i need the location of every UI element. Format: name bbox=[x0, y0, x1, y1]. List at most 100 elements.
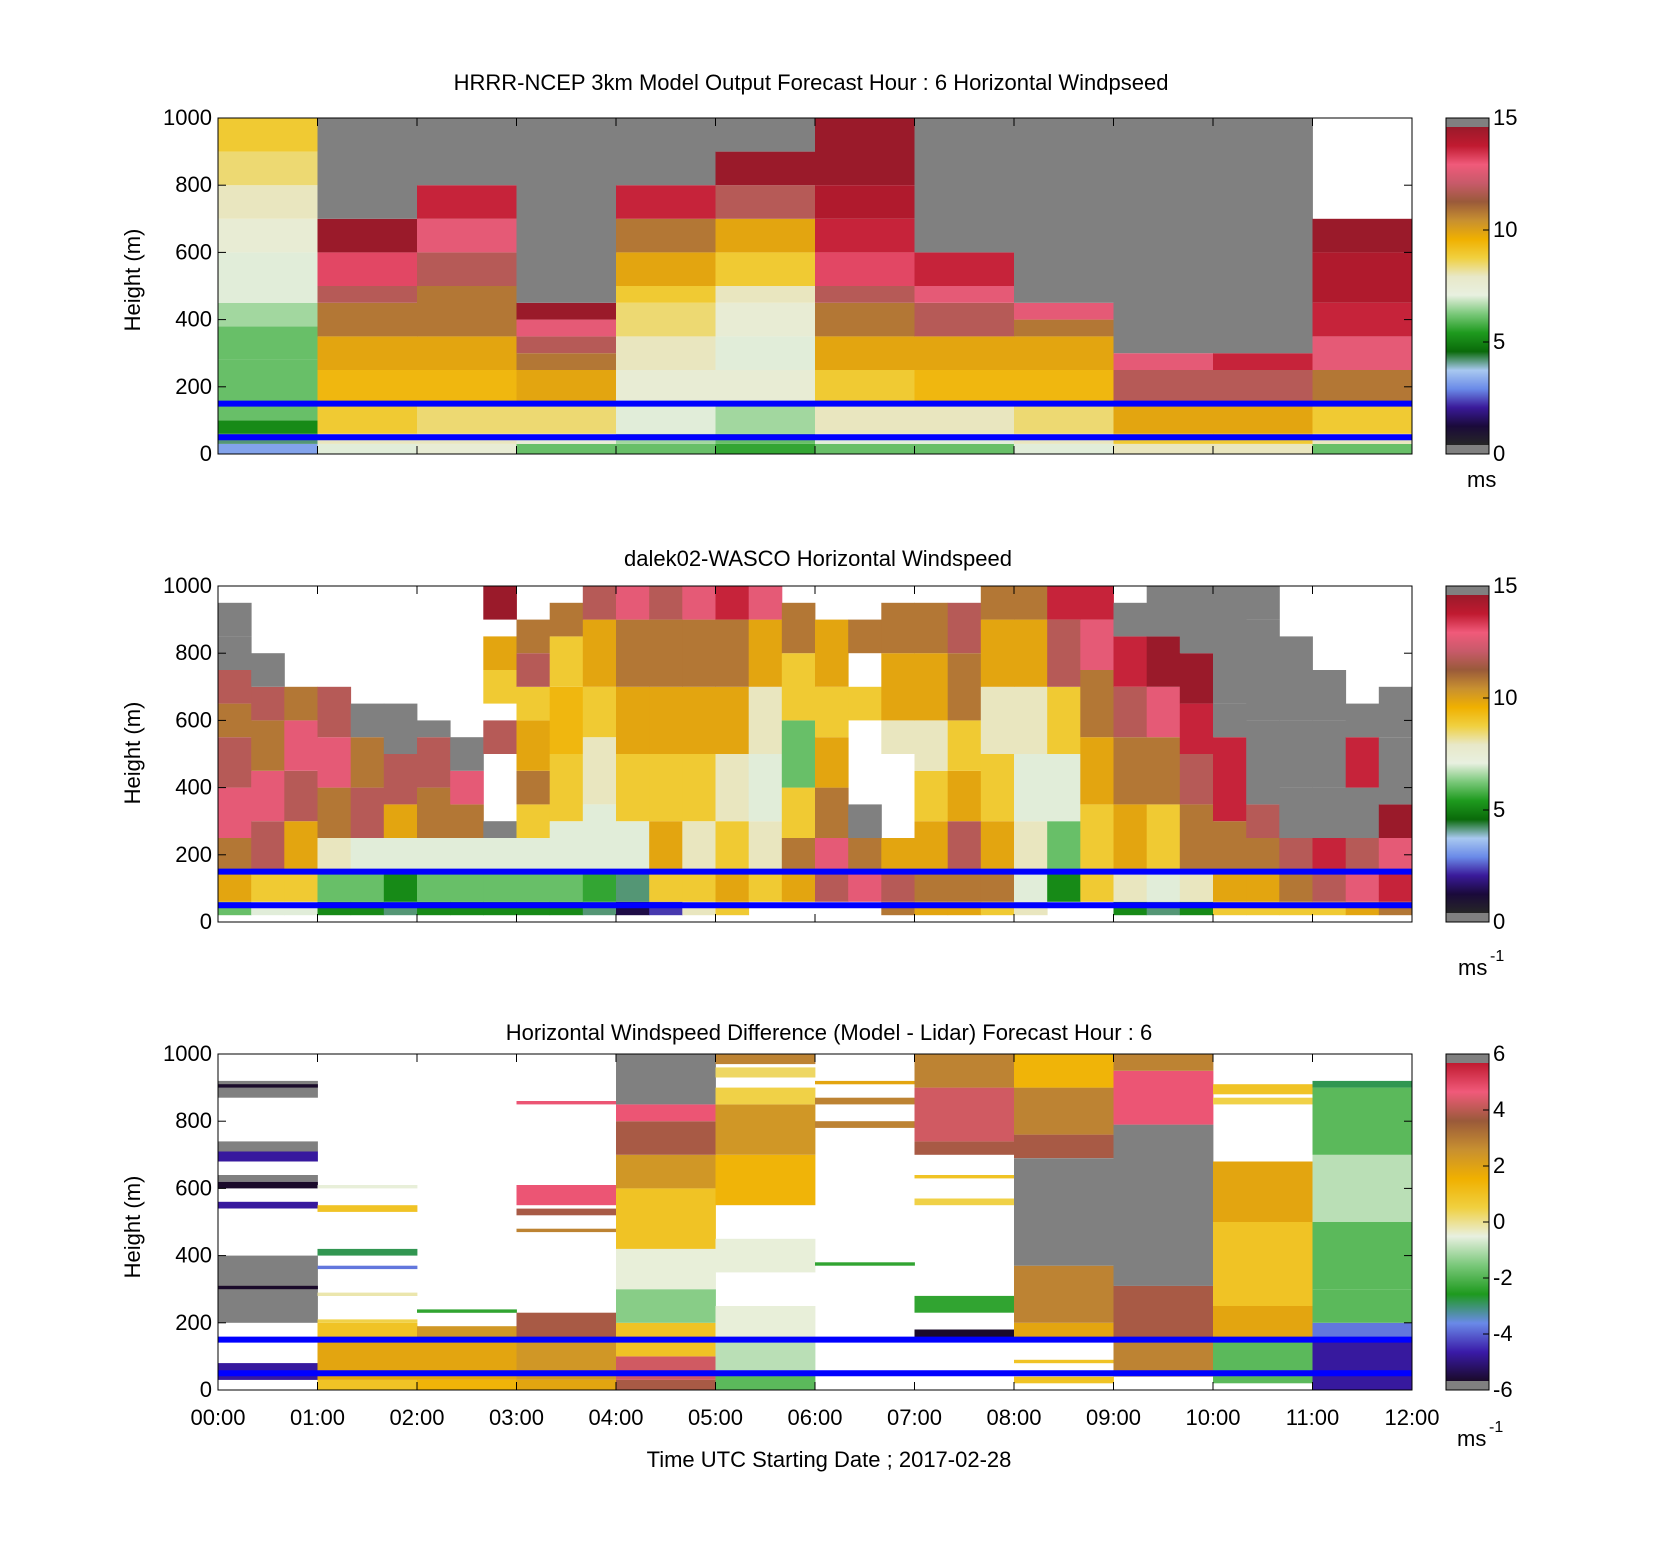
heatmap-cells bbox=[218, 586, 1413, 916]
heatmap-cell bbox=[516, 1185, 617, 1206]
heatmap-cell bbox=[815, 185, 915, 219]
heatmap-cell bbox=[914, 286, 1015, 303]
heatmap-cell bbox=[881, 871, 915, 902]
heatmap-cell bbox=[1080, 871, 1114, 902]
heatmap-cell bbox=[616, 302, 716, 337]
heatmap-cell bbox=[815, 787, 849, 838]
panel-model: HRRR-NCEP 3km Model Output Forecast Hour… bbox=[120, 70, 1517, 492]
heatmap-cell bbox=[383, 871, 418, 902]
heatmap-cell bbox=[350, 737, 385, 788]
heatmap-cell bbox=[1014, 686, 1048, 754]
heatmap-cell bbox=[1113, 353, 1214, 370]
heatmap-cell bbox=[1279, 636, 1313, 721]
panel-model-colorbar-unit: ms bbox=[1467, 467, 1496, 492]
heatmap-cell bbox=[1113, 118, 1214, 354]
heatmap-cell bbox=[317, 787, 352, 838]
heatmap-cell bbox=[781, 653, 816, 721]
colorbar-tick-label: -6 bbox=[1493, 1377, 1513, 1402]
heatmap-cell bbox=[616, 286, 716, 303]
heatmap-cell bbox=[781, 602, 816, 654]
heatmap-cell bbox=[980, 619, 1015, 687]
heatmap-cell bbox=[715, 302, 816, 337]
heatmap-cell bbox=[947, 821, 982, 872]
heatmap-cell bbox=[748, 754, 783, 822]
heatmap-cell bbox=[815, 370, 915, 404]
panel-difference-colorbar: -6 -4 -2 0 2 4 6 bbox=[1445, 1041, 1513, 1402]
heatmap-cell bbox=[914, 252, 1015, 286]
heatmap-cell bbox=[815, 443, 915, 454]
heatmap-cell bbox=[251, 686, 285, 721]
heatmap-cell bbox=[350, 787, 385, 838]
heatmap-cell bbox=[582, 737, 617, 805]
heatmap-cell bbox=[815, 218, 915, 253]
heatmap-cell bbox=[317, 686, 352, 738]
colorbar-tick-label: 15 bbox=[1493, 105, 1517, 130]
heatmap-cell bbox=[815, 1097, 915, 1105]
panel-model-plot: 0 200 400 600 800 1000 bbox=[163, 105, 1413, 466]
heatmap-cell bbox=[1312, 787, 1347, 838]
heatmap-cell bbox=[1047, 821, 1081, 872]
heatmap-cell bbox=[616, 118, 716, 186]
heatmap-cell bbox=[483, 670, 517, 704]
heatmap-cell bbox=[1312, 218, 1413, 253]
panel-lidar-plot: 0 200 400 600 800 1000 bbox=[163, 573, 1413, 934]
heatmap-cell bbox=[715, 218, 816, 253]
heatmap-cell bbox=[947, 871, 982, 902]
heatmap-cell bbox=[417, 1309, 517, 1313]
heatmap-cell bbox=[218, 420, 318, 434]
heatmap-cell bbox=[649, 686, 683, 754]
heatmap-cell bbox=[251, 871, 285, 902]
heatmap-cell bbox=[715, 370, 816, 404]
heatmap-cell bbox=[1179, 703, 1214, 754]
heatmap-cell bbox=[317, 737, 352, 788]
colorbar-tick-label: 2 bbox=[1493, 1153, 1505, 1178]
heatmap-cell bbox=[715, 1373, 816, 1390]
heatmap-cell bbox=[715, 619, 750, 687]
heatmap-cell bbox=[914, 1198, 1015, 1206]
heatmap-cell bbox=[1080, 670, 1114, 738]
heatmap-cell bbox=[549, 871, 584, 902]
heatmap-cell bbox=[549, 821, 584, 872]
y-tick-label: 600 bbox=[175, 707, 212, 732]
colorbar-tick-label: 0 bbox=[1493, 1209, 1505, 1234]
heatmap-cell bbox=[218, 1181, 318, 1189]
heatmap-cell bbox=[1179, 754, 1214, 805]
heatmap-cell bbox=[218, 359, 318, 404]
heatmap-cell bbox=[516, 838, 551, 872]
heatmap-cell bbox=[1014, 403, 1114, 434]
heatmap-cell bbox=[616, 218, 716, 253]
x-axis-label: Time UTC Starting Date ; 2017-02-28 bbox=[647, 1447, 1012, 1472]
heatmap-cell bbox=[1378, 686, 1413, 738]
colorbar-border bbox=[1445, 585, 1490, 923]
x-tick-label: 06:00 bbox=[787, 1405, 842, 1430]
heatmap-cell bbox=[682, 754, 716, 822]
heatmap-cell bbox=[1047, 619, 1081, 687]
heatmap-cell bbox=[682, 821, 716, 872]
heatmap-cell bbox=[616, 686, 650, 754]
heatmap-cell bbox=[914, 302, 1015, 337]
heatmap-cell bbox=[582, 804, 617, 872]
heatmap-cell bbox=[914, 1295, 1015, 1313]
heatmap-cell bbox=[715, 871, 750, 902]
heatmap-cell bbox=[715, 118, 816, 152]
heatmap-cell bbox=[1014, 586, 1048, 620]
heatmap-cell bbox=[1113, 1285, 1214, 1340]
heatmap-cell bbox=[516, 1208, 617, 1216]
heatmap-cell bbox=[417, 185, 517, 219]
heatmap-cell bbox=[616, 1289, 716, 1323]
heatmap-cell bbox=[1213, 670, 1247, 704]
panel-difference-plot: 0 200 400 600 800 1000 bbox=[163, 1041, 1413, 1402]
heatmap-cell bbox=[1080, 586, 1114, 620]
heatmap-cell bbox=[1146, 737, 1181, 805]
heatmap-cell bbox=[516, 1228, 617, 1233]
colorbar-tick-label: 5 bbox=[1493, 797, 1505, 822]
heatmap-cell bbox=[616, 1054, 716, 1105]
heatmap-cell bbox=[1312, 1080, 1413, 1088]
heatmap-cell bbox=[1345, 838, 1380, 872]
heatmap-cell bbox=[516, 770, 551, 805]
heatmap-cell bbox=[616, 586, 650, 620]
heatmap-cell bbox=[1312, 1222, 1413, 1290]
heatmap-cell bbox=[715, 403, 816, 434]
heatmap-cell bbox=[848, 804, 882, 838]
y-tick-label: 1000 bbox=[163, 1041, 212, 1066]
